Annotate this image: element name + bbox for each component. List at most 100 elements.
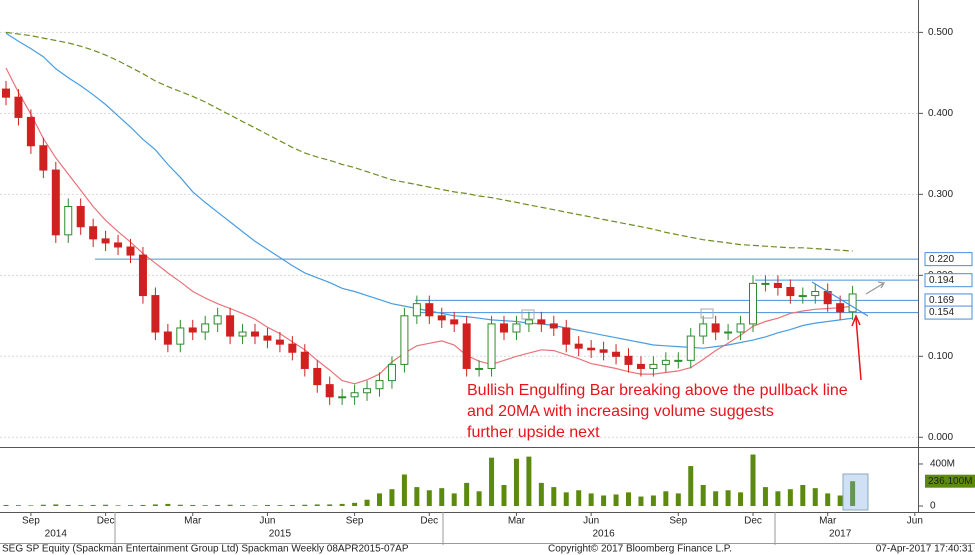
volume-bar [439, 488, 445, 507]
volume-bar [289, 504, 295, 507]
candle-body [612, 351, 621, 357]
candle-body [674, 359, 683, 362]
volume-label-box [925, 474, 975, 488]
volume-bar [762, 487, 768, 507]
volume-bar [850, 481, 856, 507]
candle-body [251, 331, 259, 337]
volume-bar [15, 505, 21, 507]
candle-body [661, 359, 670, 365]
volume-bar [750, 454, 756, 507]
candle-body [51, 169, 60, 236]
candle-body [699, 323, 708, 337]
candle-body [151, 295, 160, 333]
volume-bar [526, 456, 532, 507]
level-label: 0.169 [929, 295, 954, 306]
year-label: 2014 [45, 529, 68, 540]
x-tick-label: Dec [420, 516, 438, 527]
volume-bar [364, 499, 370, 507]
volume-bar [800, 484, 806, 507]
volume-bar [240, 505, 246, 507]
plot-area: 0.0000.1000.2000.3000.4000.5000400MSep20… [0, 27, 955, 540]
volume-bar [65, 504, 71, 507]
candle-body [64, 205, 73, 236]
y-tick-label: 0.100 [928, 351, 953, 362]
candle-body [773, 282, 782, 288]
y-tick-label: 0.500 [928, 27, 953, 38]
volume-highlight [842, 473, 869, 511]
candle-body [188, 327, 197, 333]
candle-body [798, 295, 807, 298]
volume-bar [738, 492, 744, 507]
volume-bar [626, 492, 631, 507]
volume-bar [426, 490, 432, 507]
candle-body [524, 319, 533, 325]
candle-body [437, 315, 446, 321]
level-label: 0.220 [929, 254, 954, 265]
candle-body [238, 331, 247, 337]
volume-bar [227, 504, 233, 507]
volume-bar [837, 495, 843, 507]
volume-bar [277, 505, 283, 507]
candle-body [163, 331, 172, 345]
volume-bar [202, 505, 208, 507]
annotation-line: and 20MA with increasing volume suggests [467, 403, 774, 420]
y-tick-label: 0.300 [928, 189, 953, 200]
candle-body [400, 315, 409, 365]
volume-bar [489, 457, 495, 507]
year-label: 2016 [592, 529, 615, 540]
projection-arrow [865, 281, 886, 295]
volume-bar [563, 492, 569, 507]
candle-body [114, 242, 123, 248]
candle-body [711, 323, 720, 333]
x-tick-label: Sep [346, 516, 364, 527]
volume-bar [40, 504, 46, 507]
moving-average [5, 67, 853, 385]
volume-bar [638, 496, 644, 507]
volume-bar [53, 504, 59, 507]
level-label: 0.154 [929, 307, 954, 318]
volume-bar [476, 491, 482, 507]
candle-body [89, 226, 98, 240]
volume-bar [152, 504, 158, 507]
candle-body [226, 315, 235, 337]
candle-body [736, 323, 745, 333]
volume-bar [825, 493, 831, 507]
candle-body [450, 319, 459, 325]
candle-body [500, 323, 508, 333]
candle-body [761, 282, 770, 285]
volume-bar [140, 504, 146, 507]
highlight-box [521, 309, 535, 320]
candle-body [363, 388, 372, 394]
x-tick-label: Mar [819, 516, 837, 527]
annotation-arrow [851, 314, 862, 381]
x-tick-label: Sep [22, 516, 40, 527]
volume-bar [501, 484, 507, 507]
volume-bar [725, 490, 731, 507]
moving-average [5, 31, 853, 252]
x-tick-label: Mar [508, 516, 526, 527]
volume-bar [314, 504, 320, 507]
volume-bar [78, 505, 84, 507]
candle-body [811, 291, 820, 297]
volume-bar [688, 466, 694, 507]
volume-bar [264, 504, 270, 507]
volume-bar [663, 491, 669, 507]
candle-body [176, 327, 185, 345]
volume-bar [103, 504, 109, 507]
volume-bar [90, 504, 96, 507]
level-label-box [924, 252, 973, 267]
y-tick-label: 0.000 [928, 432, 953, 443]
volume-bar [601, 495, 607, 507]
volume-bar [389, 489, 395, 507]
x-tick-label: Dec [744, 516, 762, 527]
volume-bar [787, 489, 793, 507]
candle-body [14, 96, 23, 118]
x-tick-label: Dec [97, 516, 115, 527]
candle-body [375, 380, 384, 390]
candle-body [425, 303, 434, 317]
volume-bar [513, 458, 519, 507]
candle-body [786, 286, 795, 297]
volume-bar [401, 474, 407, 507]
y-tick-label: 0 [930, 501, 936, 512]
